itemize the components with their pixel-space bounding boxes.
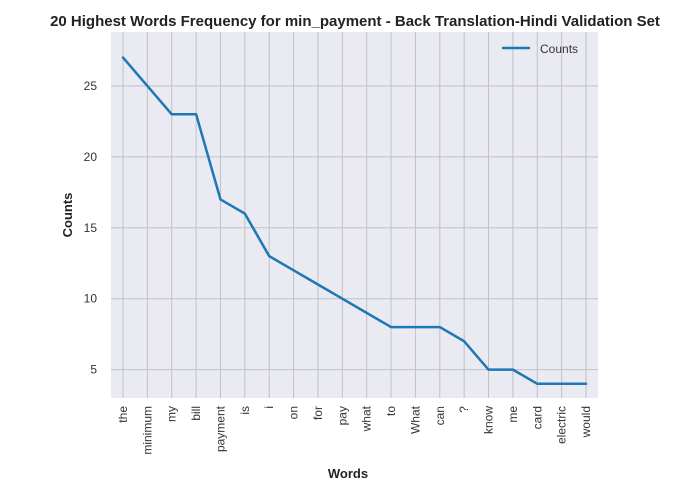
x-tick-label: payment xyxy=(213,405,227,452)
series-lines xyxy=(121,56,588,386)
x-tick-label: me xyxy=(506,406,520,423)
x-axis-label: Words xyxy=(328,466,368,481)
y-tick-label: 20 xyxy=(84,150,98,164)
x-tick-label: for xyxy=(311,406,325,420)
x-tick-label: the xyxy=(116,406,130,423)
x-tick-label: minimum xyxy=(140,406,154,455)
x-tick-label: electric xyxy=(555,406,569,444)
series-line-counts xyxy=(121,56,588,386)
x-tick-label: card xyxy=(530,406,544,429)
y-tick-label: 25 xyxy=(84,79,98,93)
chart-title: 20 Highest Words Frequency for min_payme… xyxy=(50,13,660,30)
x-tick-label: on xyxy=(287,406,301,419)
y-axis-label: Counts xyxy=(60,193,75,238)
x-tick-label: bill xyxy=(189,406,203,421)
legend: Counts xyxy=(502,42,578,56)
y-tick-label: 10 xyxy=(84,292,98,306)
x-tick-label: i xyxy=(262,406,276,409)
plot-area xyxy=(111,32,598,398)
x-tick-label: ? xyxy=(457,406,471,413)
x-tick-label: pay xyxy=(335,406,349,425)
x-tick-label: know xyxy=(482,406,496,434)
x-tick-label: is xyxy=(238,406,252,415)
x-tick-label: what xyxy=(360,405,374,432)
legend-label-counts: Counts xyxy=(540,42,578,56)
y-tick-label: 15 xyxy=(84,221,98,235)
grid-lines xyxy=(111,32,598,398)
x-tick-label: to xyxy=(384,406,398,416)
x-tick-label: my xyxy=(165,406,179,422)
y-tick-labels: 5 10 15 20 25 xyxy=(84,79,98,377)
x-tick-label: can xyxy=(433,406,447,425)
x-tick-labels: the minimum my bill payment is i on for pay what to… xyxy=(116,405,593,454)
y-tick-label: 5 xyxy=(90,363,97,377)
x-tick-label: would xyxy=(579,406,593,438)
x-tick-label: What xyxy=(408,405,422,434)
